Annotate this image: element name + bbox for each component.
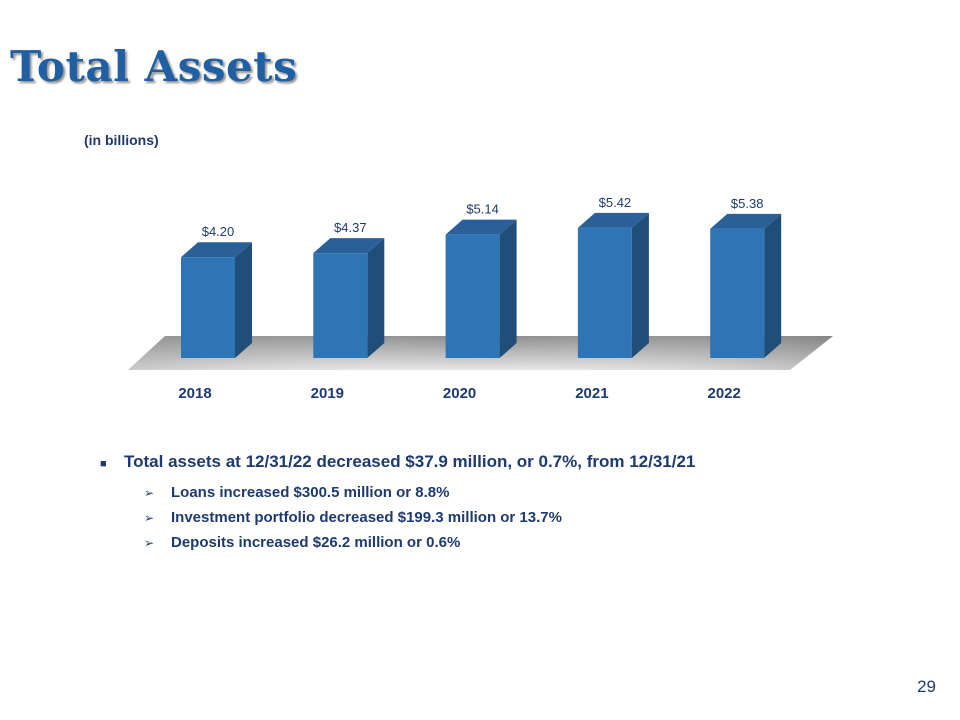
bar-chart: $4.20 2018 $4.37 2019 $5.14 2020 $5.42 2021 $5.3… (128, 195, 833, 402)
summary-main-bullet: ■ Total assets at 12/31/22 decreased $37… (100, 452, 920, 472)
summary-detail-text: Deposits increased $26.2 million or 0.6% (171, 534, 461, 551)
bar-top (577, 212, 649, 228)
category-label: 2019 (311, 385, 344, 402)
bar-side (235, 242, 252, 358)
bar-front (710, 228, 765, 358)
bar-2022 (710, 213, 782, 358)
summary-detail-text: Loans increased $300.5 million or 8.8% (171, 484, 450, 501)
data-label: $4.37 (334, 220, 367, 235)
summary-main-text: Total assets at 12/31/22 decreased $37.9… (124, 452, 696, 471)
bar-top (181, 242, 252, 258)
arrow-bullet-icon: ➢ (144, 536, 155, 550)
chart-labels-layer: $4.20 2018 $4.37 2019 $5.14 2020 $5.42 2021 $5.3… (178, 195, 763, 402)
chart-bars-layer (181, 212, 782, 358)
data-label: $4.20 (202, 224, 235, 239)
bar-side (499, 219, 517, 358)
data-label: $5.38 (731, 196, 764, 211)
summary-detail-item: ➢ Deposits increased $26.2 million or 0.… (144, 534, 920, 551)
bar-side (367, 238, 385, 358)
data-label: $5.14 (466, 202, 499, 217)
page-number: 29 (917, 677, 936, 696)
category-label: 2022 (708, 385, 741, 402)
bar-2020 (445, 219, 517, 358)
bar-top (710, 213, 782, 229)
bar-front (313, 253, 368, 358)
bar-top (313, 238, 385, 254)
bar-front (181, 257, 235, 358)
category-label: 2018 (178, 385, 211, 402)
bar-front (577, 227, 632, 358)
summary-detail-text: Investment portfolio decreased $199.3 mi… (171, 509, 562, 526)
category-label: 2021 (575, 385, 608, 402)
bar-2021 (577, 212, 649, 358)
bar-side (631, 212, 649, 358)
data-label: $5.42 (599, 195, 632, 210)
arrow-bullet-icon: ➢ (144, 486, 155, 500)
bar-2018 (181, 242, 252, 358)
summary-detail-item: ➢ Investment portfolio decreased $199.3 … (144, 509, 920, 526)
square-bullet-icon: ■ (100, 458, 107, 470)
arrow-bullet-icon: ➢ (144, 511, 155, 525)
slide-title: Total Assets (10, 42, 298, 91)
summary-bullets: ■ Total assets at 12/31/22 decreased $37… (100, 452, 920, 559)
bar-front (445, 234, 500, 358)
bar-side (764, 213, 782, 358)
summary-detail-item: ➢ Loans increased $300.5 million or 8.8% (144, 484, 920, 501)
chart-subtitle: (in billions) (84, 132, 159, 148)
category-label: 2020 (443, 385, 476, 402)
bar-top (445, 219, 517, 235)
bar-2019 (313, 238, 385, 358)
summary-detail-list: ➢ Loans increased $300.5 million or 8.8%… (100, 484, 920, 551)
